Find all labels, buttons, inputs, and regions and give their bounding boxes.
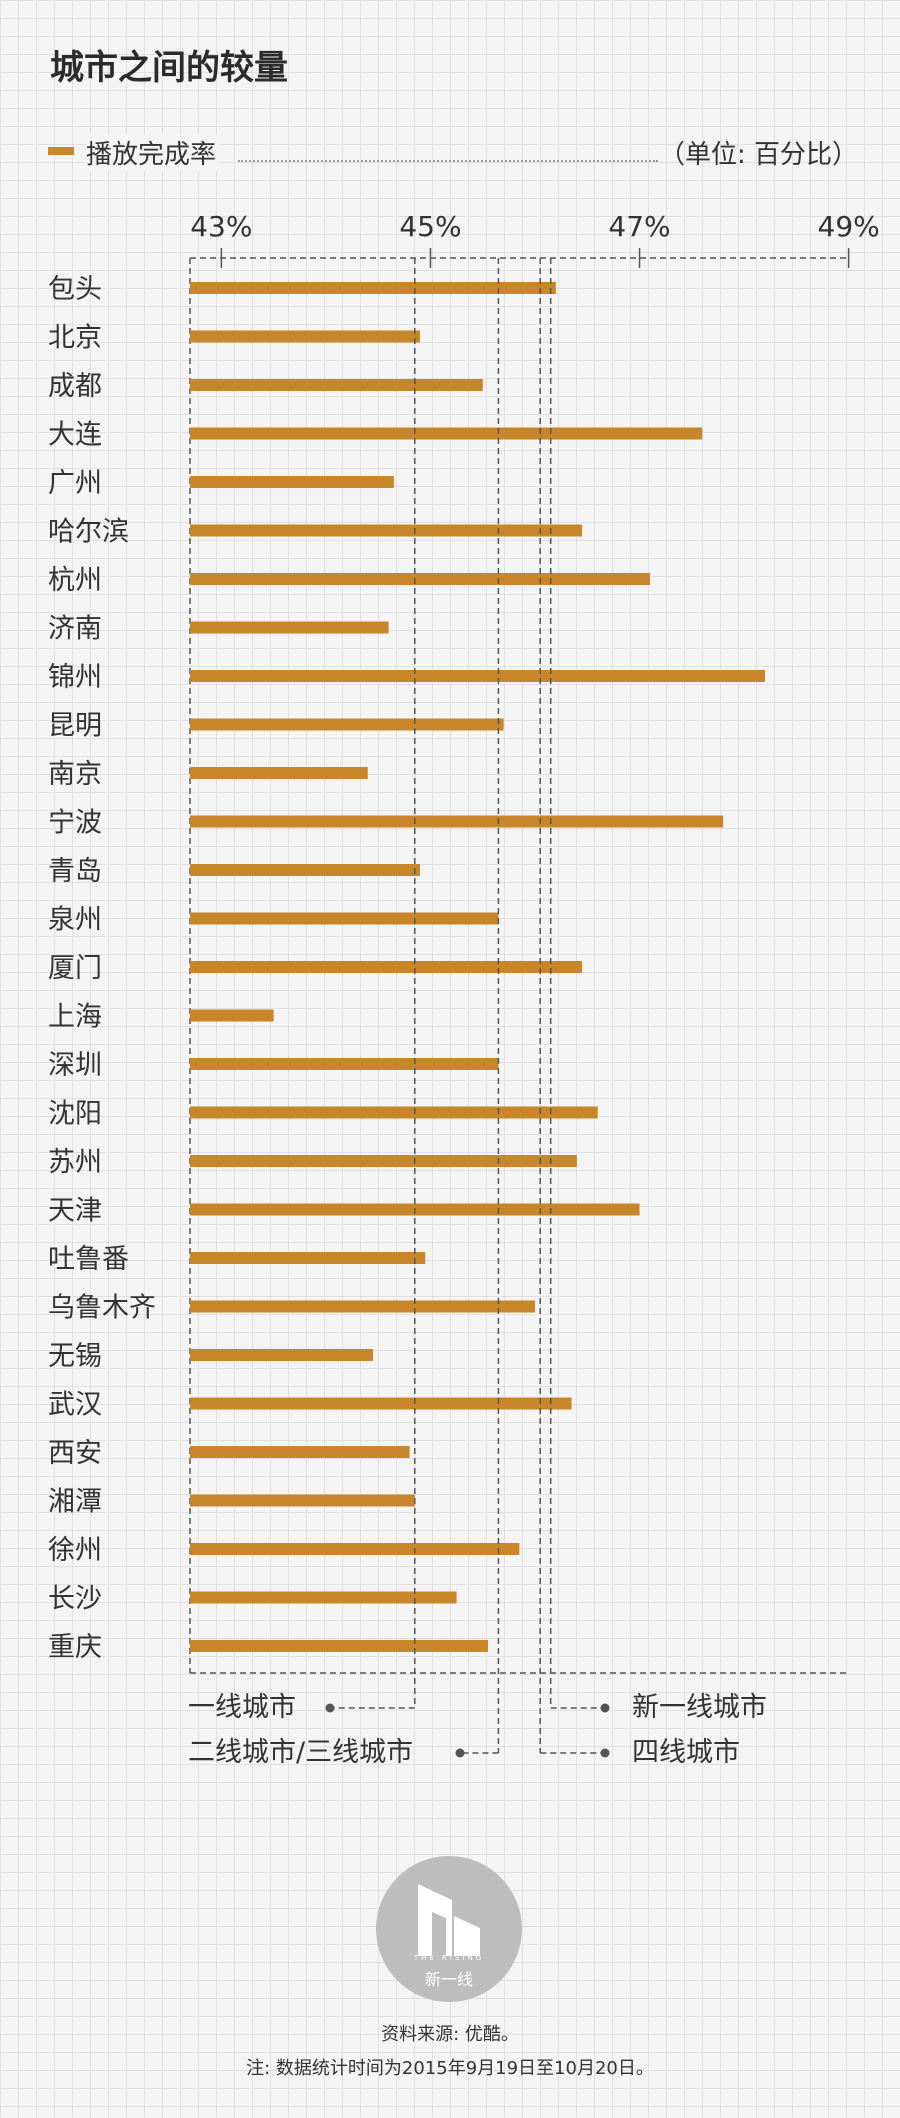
category-label: 锦州 [48, 662, 102, 693]
bar [190, 1543, 520, 1555]
logo-mark-icon [418, 1884, 480, 1956]
bar [190, 379, 483, 391]
bar [190, 1252, 426, 1264]
category-label: 包头 [48, 274, 102, 305]
bar [190, 961, 583, 973]
category-label: 长沙 [48, 1584, 102, 1615]
bar [190, 1155, 577, 1167]
category-label: 沈阳 [48, 1099, 102, 1130]
bar [190, 1349, 373, 1361]
x-tick-label: 43% [190, 210, 252, 243]
x-tick-label: 47% [608, 210, 670, 243]
bar [190, 912, 499, 925]
x-tick-label: 49% [818, 210, 880, 243]
tier-label: 一线城市 [188, 1692, 296, 1723]
bar [190, 573, 650, 585]
category-label: 南京 [48, 759, 102, 790]
bar [190, 621, 389, 634]
category-label: 大连 [48, 420, 102, 451]
source-note: 资料来源: 优酷。 [381, 2024, 519, 2045]
bar [190, 1591, 457, 1604]
tier-dot [325, 1703, 335, 1713]
bar [190, 1058, 499, 1070]
category-label: 苏州 [48, 1147, 102, 1178]
logo-text: 新一线 [424, 1970, 473, 1989]
category-label: 深圳 [48, 1050, 102, 1081]
bar [190, 1009, 274, 1022]
bar [190, 767, 368, 779]
legend-leader-dots [238, 160, 658, 162]
category-label: 吐鲁番 [48, 1244, 129, 1275]
category-label: 重庆 [48, 1632, 102, 1663]
unit-label: （单位: 百分比） [658, 140, 858, 170]
legend-label: 播放完成率 [86, 134, 221, 171]
logo: THE RISING 新一线 [376, 1856, 522, 2002]
category-label: 济南 [48, 614, 102, 645]
bar [190, 282, 556, 294]
category-label: 湘潭 [48, 1487, 102, 1518]
category-label: 哈尔滨 [48, 517, 129, 548]
logo-small-text: THE RISING [413, 1954, 485, 1962]
bar [190, 670, 765, 682]
legend-swatch [48, 147, 74, 155]
bar-chart: 43% 45% 47% 49% 包头北京成都大连广州哈尔滨杭州济南锦州昆明南京宁波青岛泉… [48, 210, 880, 1768]
tier-dot [600, 1748, 610, 1758]
legend: 播放完成率 （单位: 百分比） [48, 128, 858, 171]
category-label: 武汉 [48, 1390, 102, 1421]
tier-dot [455, 1748, 465, 1758]
bar [190, 476, 394, 488]
bar [190, 1446, 410, 1458]
tier-label: 新一线城市 [632, 1692, 767, 1723]
bar [190, 427, 703, 440]
category-label: 乌鲁木齐 [48, 1293, 156, 1324]
category-label: 成都 [48, 371, 102, 402]
bar [190, 864, 420, 876]
bar [190, 1397, 572, 1410]
category-label: 青岛 [48, 856, 102, 887]
tier-label: 二线城市/三线城市 [188, 1737, 413, 1768]
bar [190, 1494, 415, 1507]
bar [190, 718, 504, 731]
bar [190, 815, 724, 828]
category-label: 西安 [48, 1438, 102, 1469]
category-label: 徐州 [48, 1535, 102, 1566]
category-label: 北京 [48, 323, 102, 354]
category-label: 无锡 [48, 1341, 102, 1372]
category-label: 广州 [48, 468, 102, 499]
x-tick-label: 45% [399, 210, 461, 243]
category-label: 厦门 [48, 953, 102, 984]
date-note: 注: 数据统计时间为2015年9月19日至10月20日。 [246, 2058, 654, 2079]
category-label: 昆明 [48, 711, 102, 742]
bar [190, 1300, 535, 1313]
bar [190, 1106, 598, 1119]
tier-label: 四线城市 [632, 1737, 740, 1768]
bar [190, 330, 420, 343]
bar [190, 1640, 488, 1652]
category-label: 泉州 [48, 905, 102, 936]
tier-dot [600, 1703, 610, 1713]
category-label: 杭州 [48, 565, 102, 596]
category-label: 宁波 [48, 808, 102, 839]
category-label: 天津 [48, 1196, 102, 1227]
category-label: 上海 [48, 1002, 102, 1033]
bar [190, 524, 583, 537]
chart-title: 城市之间的较量 [50, 48, 288, 88]
